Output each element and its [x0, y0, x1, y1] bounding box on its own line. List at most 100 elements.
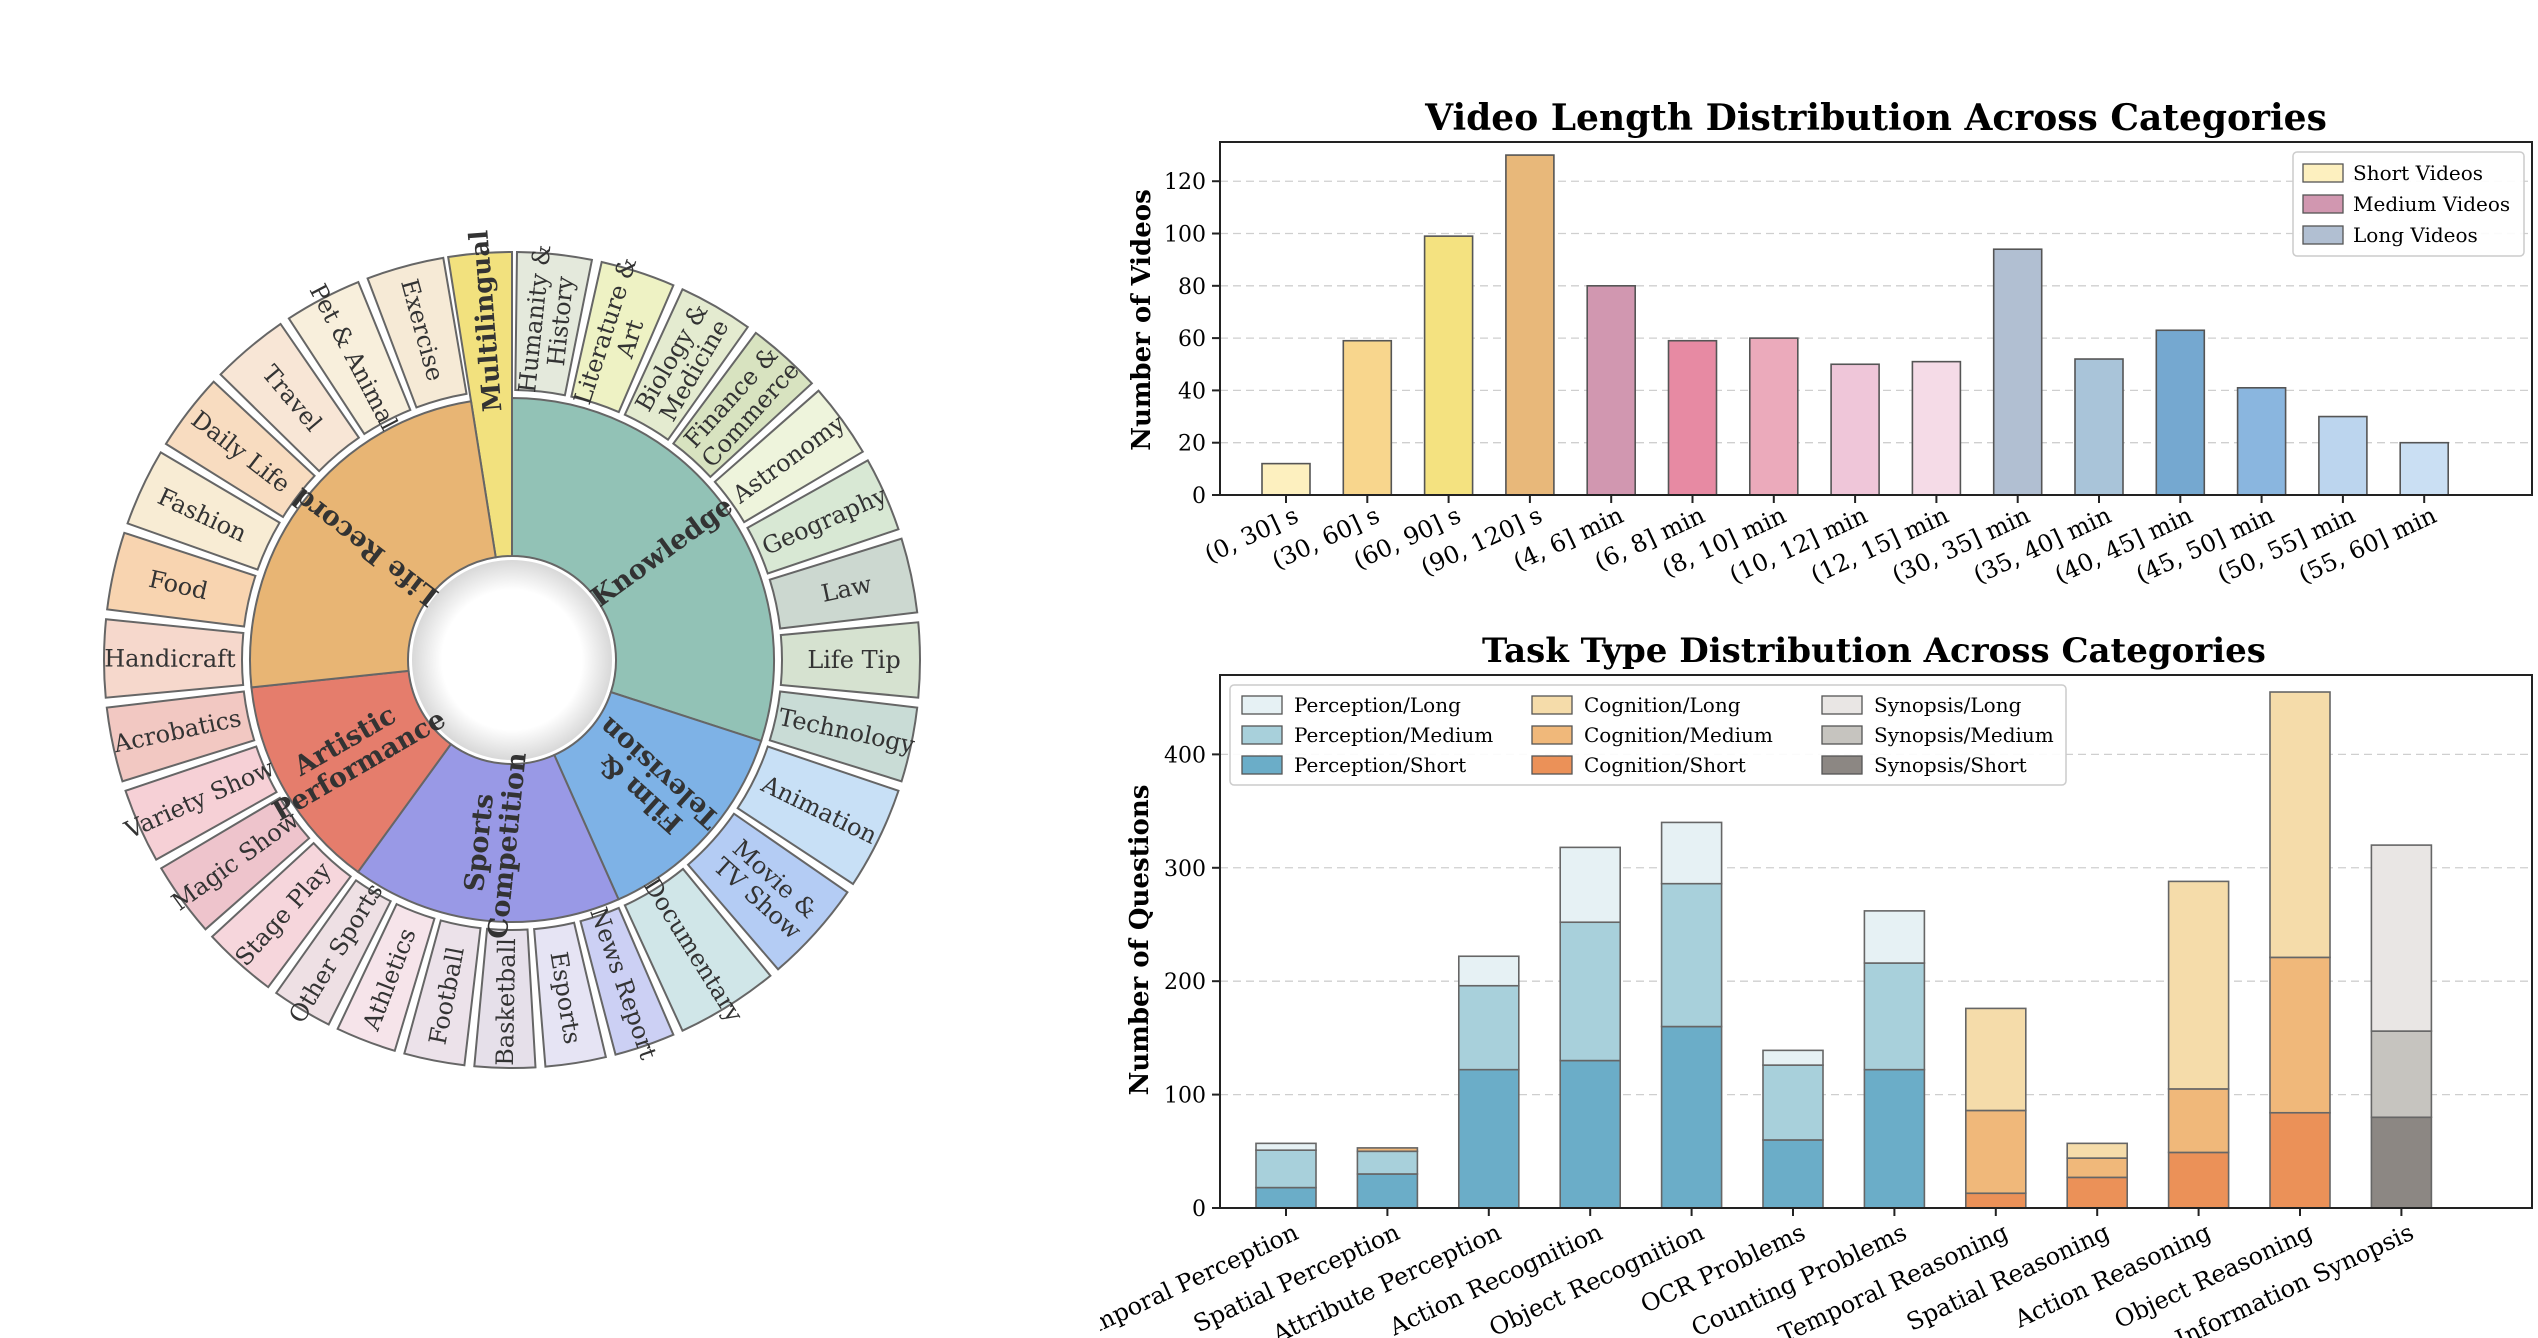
bar-ocr-problems-perception-long — [1762, 1049, 1824, 1066]
sunburst-center-hole — [412, 560, 612, 760]
bar-40-45-min — [2155, 329, 2206, 496]
y-tick-label: 200 — [1164, 970, 1206, 995]
task-type-chart: Task Type Distribution Across Categories… — [1100, 631, 2533, 1338]
bar-temporal-reasoning-cognition-long — [1964, 1007, 2027, 1112]
legend-swatch-cognition-medium — [1531, 725, 1573, 745]
legend-swatch-cognition-short — [1531, 755, 1573, 775]
y-tick-label: 20 — [1178, 432, 1206, 457]
legend-swatch-synopsis-medium — [1821, 725, 1863, 745]
bar-45-50-min — [2236, 386, 2287, 496]
bar-attribute-perception-perception-long — [1457, 955, 1520, 987]
bar-8-10-min — [1748, 337, 1799, 496]
bar-12-15-min — [1911, 360, 1962, 496]
y-axis-label: Number of Videos — [1127, 189, 1157, 451]
y-axis-label: Number of Questions — [1125, 785, 1155, 1096]
bar-information-synopsis-synopsis-short — [2370, 1116, 2433, 1209]
bar-attribute-perception-perception-short — [1457, 1068, 1520, 1209]
bar-object-reasoning-cognition-medium — [2269, 956, 2331, 1114]
outer-segment-football — [403, 919, 482, 1067]
legend-swatch-synopsis-long — [1821, 695, 1863, 715]
legend-swatch-short-videos — [2302, 163, 2344, 183]
bar-0-30-s — [1261, 462, 1311, 496]
bar-temporal-perception-perception-long — [1255, 1142, 1317, 1151]
outer-segment-exercise — [366, 256, 468, 409]
outer-segment-acrobatics — [105, 690, 256, 783]
legend: Short Videos Medium Videos Long Videos — [2292, 151, 2525, 257]
bar-temporal-reasoning-cognition-medium — [1964, 1109, 2027, 1195]
y-tick-label: 40 — [1178, 379, 1206, 404]
outer-segment-life-tip — [779, 621, 921, 699]
outer-segment-variety-show — [124, 745, 278, 862]
x-axis-ticks: (0, 30] s(30, 60] s(60, 90] s(90, 120] s… — [1200, 495, 2441, 589]
bar-temporal-perception-perception-short — [1255, 1186, 1317, 1209]
y-tick-label: 0 — [1192, 1197, 1206, 1222]
bar-spatial-perception-cognition-medium — [1356, 1147, 1419, 1153]
y-tick-label: 60 — [1178, 327, 1206, 352]
inner-segment-life-record — [249, 400, 497, 689]
sunburst-inner-ring — [249, 250, 775, 923]
y-tick-label: 400 — [1164, 743, 1206, 768]
outer-segment-daily-life — [164, 380, 316, 519]
bar-spatial-reasoning-cognition-short — [2066, 1176, 2129, 1209]
label-line: Life Tip — [807, 646, 900, 674]
outer-segment-biology-medicine — [623, 288, 750, 442]
legend-box — [2292, 151, 2525, 257]
legend-swatch-synopsis-short — [1821, 755, 1863, 775]
outer-label-handicraft: Handicraft — [104, 644, 236, 672]
inner-segment-knowledge — [511, 396, 775, 743]
outer-segment-literature-art — [570, 260, 675, 414]
sunburst-outer-ring — [103, 251, 921, 1069]
y-tick-label: 100 — [1164, 1084, 1206, 1109]
plot-frame — [1219, 141, 2533, 496]
outer-segment-documentary — [623, 867, 772, 1032]
plot-frame — [1219, 674, 2533, 1209]
outer-segment-finance-commerce — [671, 331, 814, 479]
bar-counting-problems-perception-long — [1863, 910, 1926, 964]
bar-50-55-min — [2318, 415, 2368, 496]
bar-object-reasoning-cognition-short — [2269, 1111, 2331, 1209]
bar-90-120-s — [1505, 154, 1555, 496]
legend-label-perception-long: Perception/Long — [1294, 693, 1461, 717]
y-tick-label: 300 — [1164, 857, 1206, 882]
inner-segment-film-television — [552, 690, 763, 901]
outer-segment-basketball — [473, 927, 537, 1069]
legend-label-medium-videos: Medium Videos — [2353, 192, 2510, 216]
y-tick-label: 0 — [1192, 484, 1206, 509]
legend-swatch-cognition-long — [1531, 695, 1573, 715]
inner-segment-artistic-performance — [250, 669, 453, 874]
legend-label-cognition-short: Cognition/Short — [1584, 753, 1746, 777]
label-line: Basketball — [491, 938, 521, 1066]
outer-segment-geography — [746, 458, 900, 575]
outer-segment-stage-play — [210, 841, 353, 989]
video-length-chart: Video Length Distribution Across Categor… — [1127, 97, 2533, 589]
inner-segment-sports-competition — [356, 742, 620, 923]
bar-4-6-min — [1586, 285, 1637, 496]
bar-temporal-reasoning-cognition-short — [1964, 1192, 2027, 1209]
y-tick-label: 80 — [1178, 275, 1206, 300]
outer-segment-food — [106, 531, 257, 628]
bar-35-40-min — [2074, 358, 2124, 496]
outer-label-life-tip: Life Tip — [807, 646, 900, 674]
bar-series — [1261, 154, 2449, 496]
legend-label-cognition-medium: Cognition/Medium — [1584, 723, 1773, 747]
bar-attribute-perception-perception-medium — [1457, 984, 1520, 1071]
bar-temporal-perception-perception-medium — [1255, 1149, 1317, 1189]
y-tick-label: 120 — [1164, 170, 1206, 195]
bar-ocr-problems-perception-medium — [1762, 1064, 1824, 1141]
outer-segment-animation — [736, 745, 900, 886]
y-axis-ticks: 0 20 40 60 80 100 120 — [1164, 170, 1220, 509]
legend-label-long-videos: Long Videos — [2353, 223, 2478, 247]
y-tick-label: 100 — [1164, 223, 1206, 248]
bar-6-8-min — [1667, 339, 1718, 496]
outer-label-basketball: Basketball — [491, 938, 521, 1066]
bar-action-recognition-perception-long — [1559, 846, 1622, 924]
bar-action-reasoning-cognition-short — [2167, 1151, 2230, 1209]
bar-spatial-perception-perception-short — [1356, 1173, 1419, 1209]
bar-counting-problems-perception-short — [1863, 1068, 1926, 1209]
bar-spatial-reasoning-cognition-medium — [2066, 1157, 2129, 1179]
legend-swatch-medium-videos — [2302, 194, 2344, 214]
bar-action-reasoning-cognition-medium — [2167, 1088, 2230, 1154]
outer-segment-humanity-history — [514, 251, 594, 397]
